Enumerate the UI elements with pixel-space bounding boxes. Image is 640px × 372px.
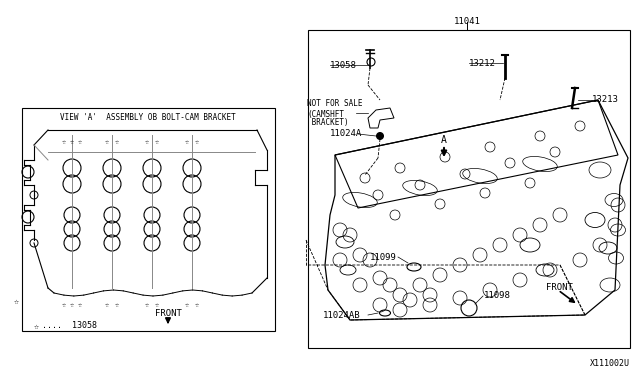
Bar [308, 30, 630, 348]
Text: 11024AB: 11024AB [323, 311, 360, 320]
Circle shape [376, 132, 383, 140]
Text: ☆: ☆ [115, 139, 119, 145]
Bar [22, 108, 275, 331]
Text: ☆: ☆ [155, 139, 159, 145]
Text: 11024A: 11024A [330, 129, 362, 138]
Text: VIEW 'A'  ASSEMBLY OB BOLT-CAM BRACKET: VIEW 'A' ASSEMBLY OB BOLT-CAM BRACKET [60, 113, 236, 122]
Text: ....  13058: .... 13058 [42, 321, 97, 330]
Text: X111002U: X111002U [590, 359, 630, 369]
Text: ☆: ☆ [62, 139, 66, 145]
Text: ☆: ☆ [33, 321, 38, 330]
Text: ☆: ☆ [145, 302, 149, 308]
Text: ☆: ☆ [78, 302, 82, 308]
Text: ☆: ☆ [62, 302, 66, 308]
Text: ☆: ☆ [105, 302, 109, 308]
Text: ☆: ☆ [185, 302, 189, 308]
Text: 11098: 11098 [484, 292, 511, 301]
Text: ☆: ☆ [115, 302, 119, 308]
Text: ☆: ☆ [155, 302, 159, 308]
Text: ☆: ☆ [13, 296, 19, 305]
Text: ☆: ☆ [195, 139, 199, 145]
Text: ☆: ☆ [145, 139, 149, 145]
Text: 11041: 11041 [454, 17, 481, 26]
Text: ☆: ☆ [195, 302, 199, 308]
Text: A: A [441, 135, 447, 145]
Text: 13058: 13058 [330, 61, 357, 70]
Text: ☆: ☆ [185, 139, 189, 145]
Text: 13213: 13213 [592, 96, 619, 105]
Text: FRONT: FRONT [546, 283, 573, 292]
Text: ☆: ☆ [105, 139, 109, 145]
Text: 13212: 13212 [469, 58, 496, 67]
Text: ☆: ☆ [70, 139, 74, 145]
Text: (CAMSHFT: (CAMSHFT [307, 109, 344, 119]
Text: ☆: ☆ [78, 139, 82, 145]
Text: 11099: 11099 [370, 253, 397, 262]
Text: FRONT: FRONT [155, 310, 181, 318]
Text: NOT FOR SALE: NOT FOR SALE [307, 99, 362, 109]
Text: BRACKET): BRACKET) [307, 118, 349, 126]
Text: ☆: ☆ [70, 302, 74, 308]
